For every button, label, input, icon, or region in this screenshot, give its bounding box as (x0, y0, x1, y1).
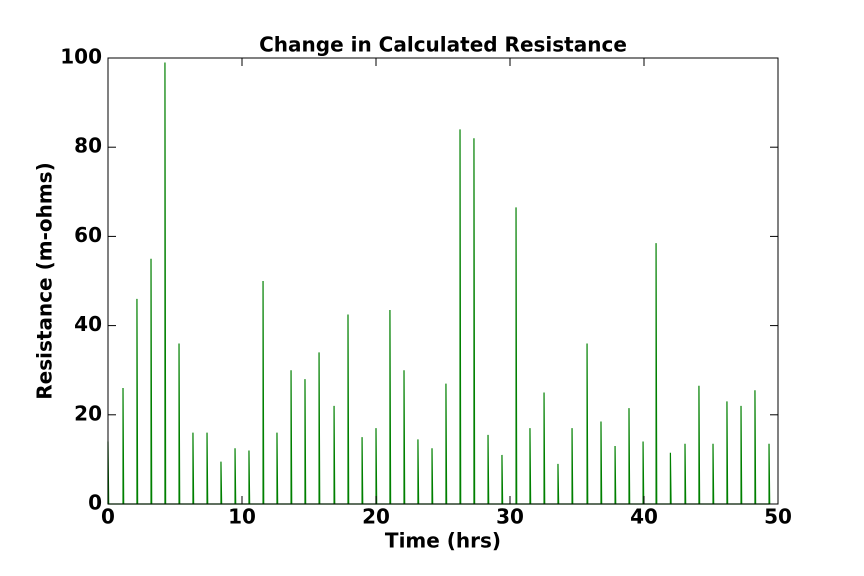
x-tick-label: 20 (362, 505, 390, 529)
y-tick-label: 0 (88, 491, 102, 515)
y-tick-label: 100 (60, 45, 102, 69)
y-tick-label: 20 (74, 401, 102, 425)
x-tick-label: 0 (101, 505, 115, 529)
x-tick-label: 50 (764, 505, 792, 529)
y-tick-label: 60 (74, 223, 102, 247)
chart-title: Change in Calculated Resistance (259, 33, 627, 57)
y-tick-label: 80 (74, 134, 102, 158)
x-tick-label: 40 (630, 505, 658, 529)
x-tick-label: 30 (496, 505, 524, 529)
y-tick-label: 40 (74, 312, 102, 336)
y-axis-label: Resistance (m-ohms) (33, 162, 57, 399)
plot-frame (107, 57, 779, 505)
x-tick-label: 10 (228, 505, 256, 529)
x-axis-label: Time (hrs) (385, 529, 501, 553)
